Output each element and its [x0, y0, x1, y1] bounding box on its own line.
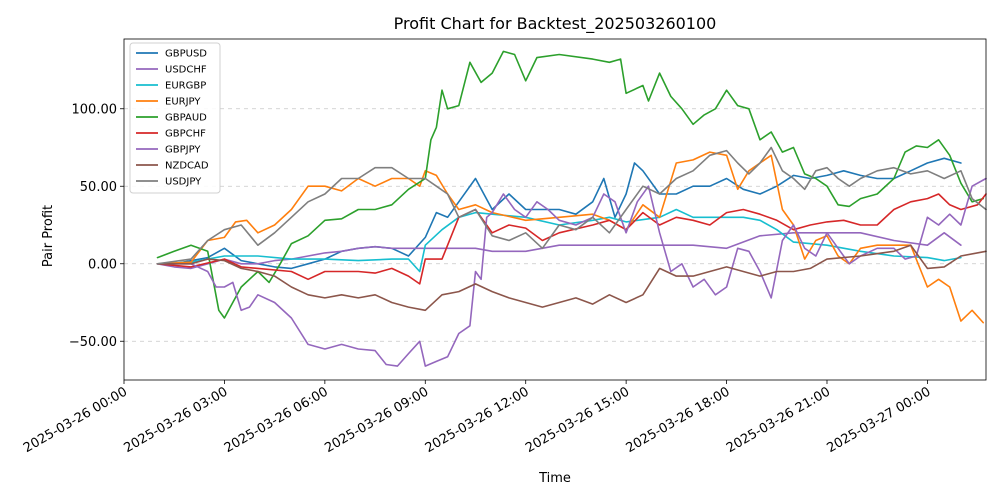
legend-box [129, 42, 221, 194]
series-line-gbpusd [156, 157, 962, 270]
legend-label: GBPAUD [165, 113, 207, 124]
series-line-eurgbp [156, 208, 962, 273]
x-tick-label: 2025-03-26 00:00 [21, 384, 130, 456]
x-tick-label: 2025-03-26 06:00 [222, 384, 331, 456]
series-line-usdjpy [156, 146, 987, 265]
axes [123, 38, 987, 381]
series-line-eurjpy [156, 151, 984, 324]
legend-label: GBPCHF [165, 129, 206, 140]
series-line-usdchf [156, 232, 962, 270]
legend-label: USDCHF [165, 65, 207, 76]
legend-label: GBPJPY [165, 145, 201, 156]
x-tick-label: 2025-03-26 18:00 [624, 384, 733, 456]
y-tick-label: −50.00 [69, 335, 117, 350]
x-tick-label: 2025-03-26 03:00 [121, 384, 230, 456]
legend-label: EURJPY [165, 97, 201, 108]
legend-label: GBPUSD [165, 49, 207, 60]
x-tick-label: 2025-03-26 12:00 [423, 384, 532, 456]
series-line-nzdcad [156, 244, 987, 312]
legend-label: USDJPY [165, 177, 202, 188]
legend: GBPUSD USDCHF EURGBP EURJPY GBPAUD GBPCHF GBPJ… [129, 42, 221, 194]
plot-frame [123, 38, 987, 381]
chart-title: Profit Chart for Backtest_202503260100 [394, 14, 717, 34]
series-line-gbpchf [156, 193, 987, 285]
x-axis-title: Time [538, 471, 571, 486]
legend-label: EURGBP [165, 81, 206, 92]
series-line-gbpjpy [156, 177, 987, 367]
y-tick-label: 50.00 [80, 180, 117, 195]
x-tick-label: 2025-03-26 15:00 [523, 384, 632, 456]
x-tick-label: 2025-03-26 09:00 [322, 384, 431, 456]
series-layer [156, 50, 987, 367]
y-tick-label: 100.00 [72, 102, 118, 117]
y-tick-label: 0.00 [88, 257, 117, 272]
y-axis-title: Pair Profit [41, 205, 56, 267]
x-tick-label: 2025-03-27 00:00 [824, 384, 933, 456]
grid [124, 108, 986, 342]
x-tick-label: 2025-03-26 21:00 [724, 384, 833, 456]
series-line-gbpaud [156, 50, 984, 319]
legend-label: NZDCAD [165, 161, 209, 172]
